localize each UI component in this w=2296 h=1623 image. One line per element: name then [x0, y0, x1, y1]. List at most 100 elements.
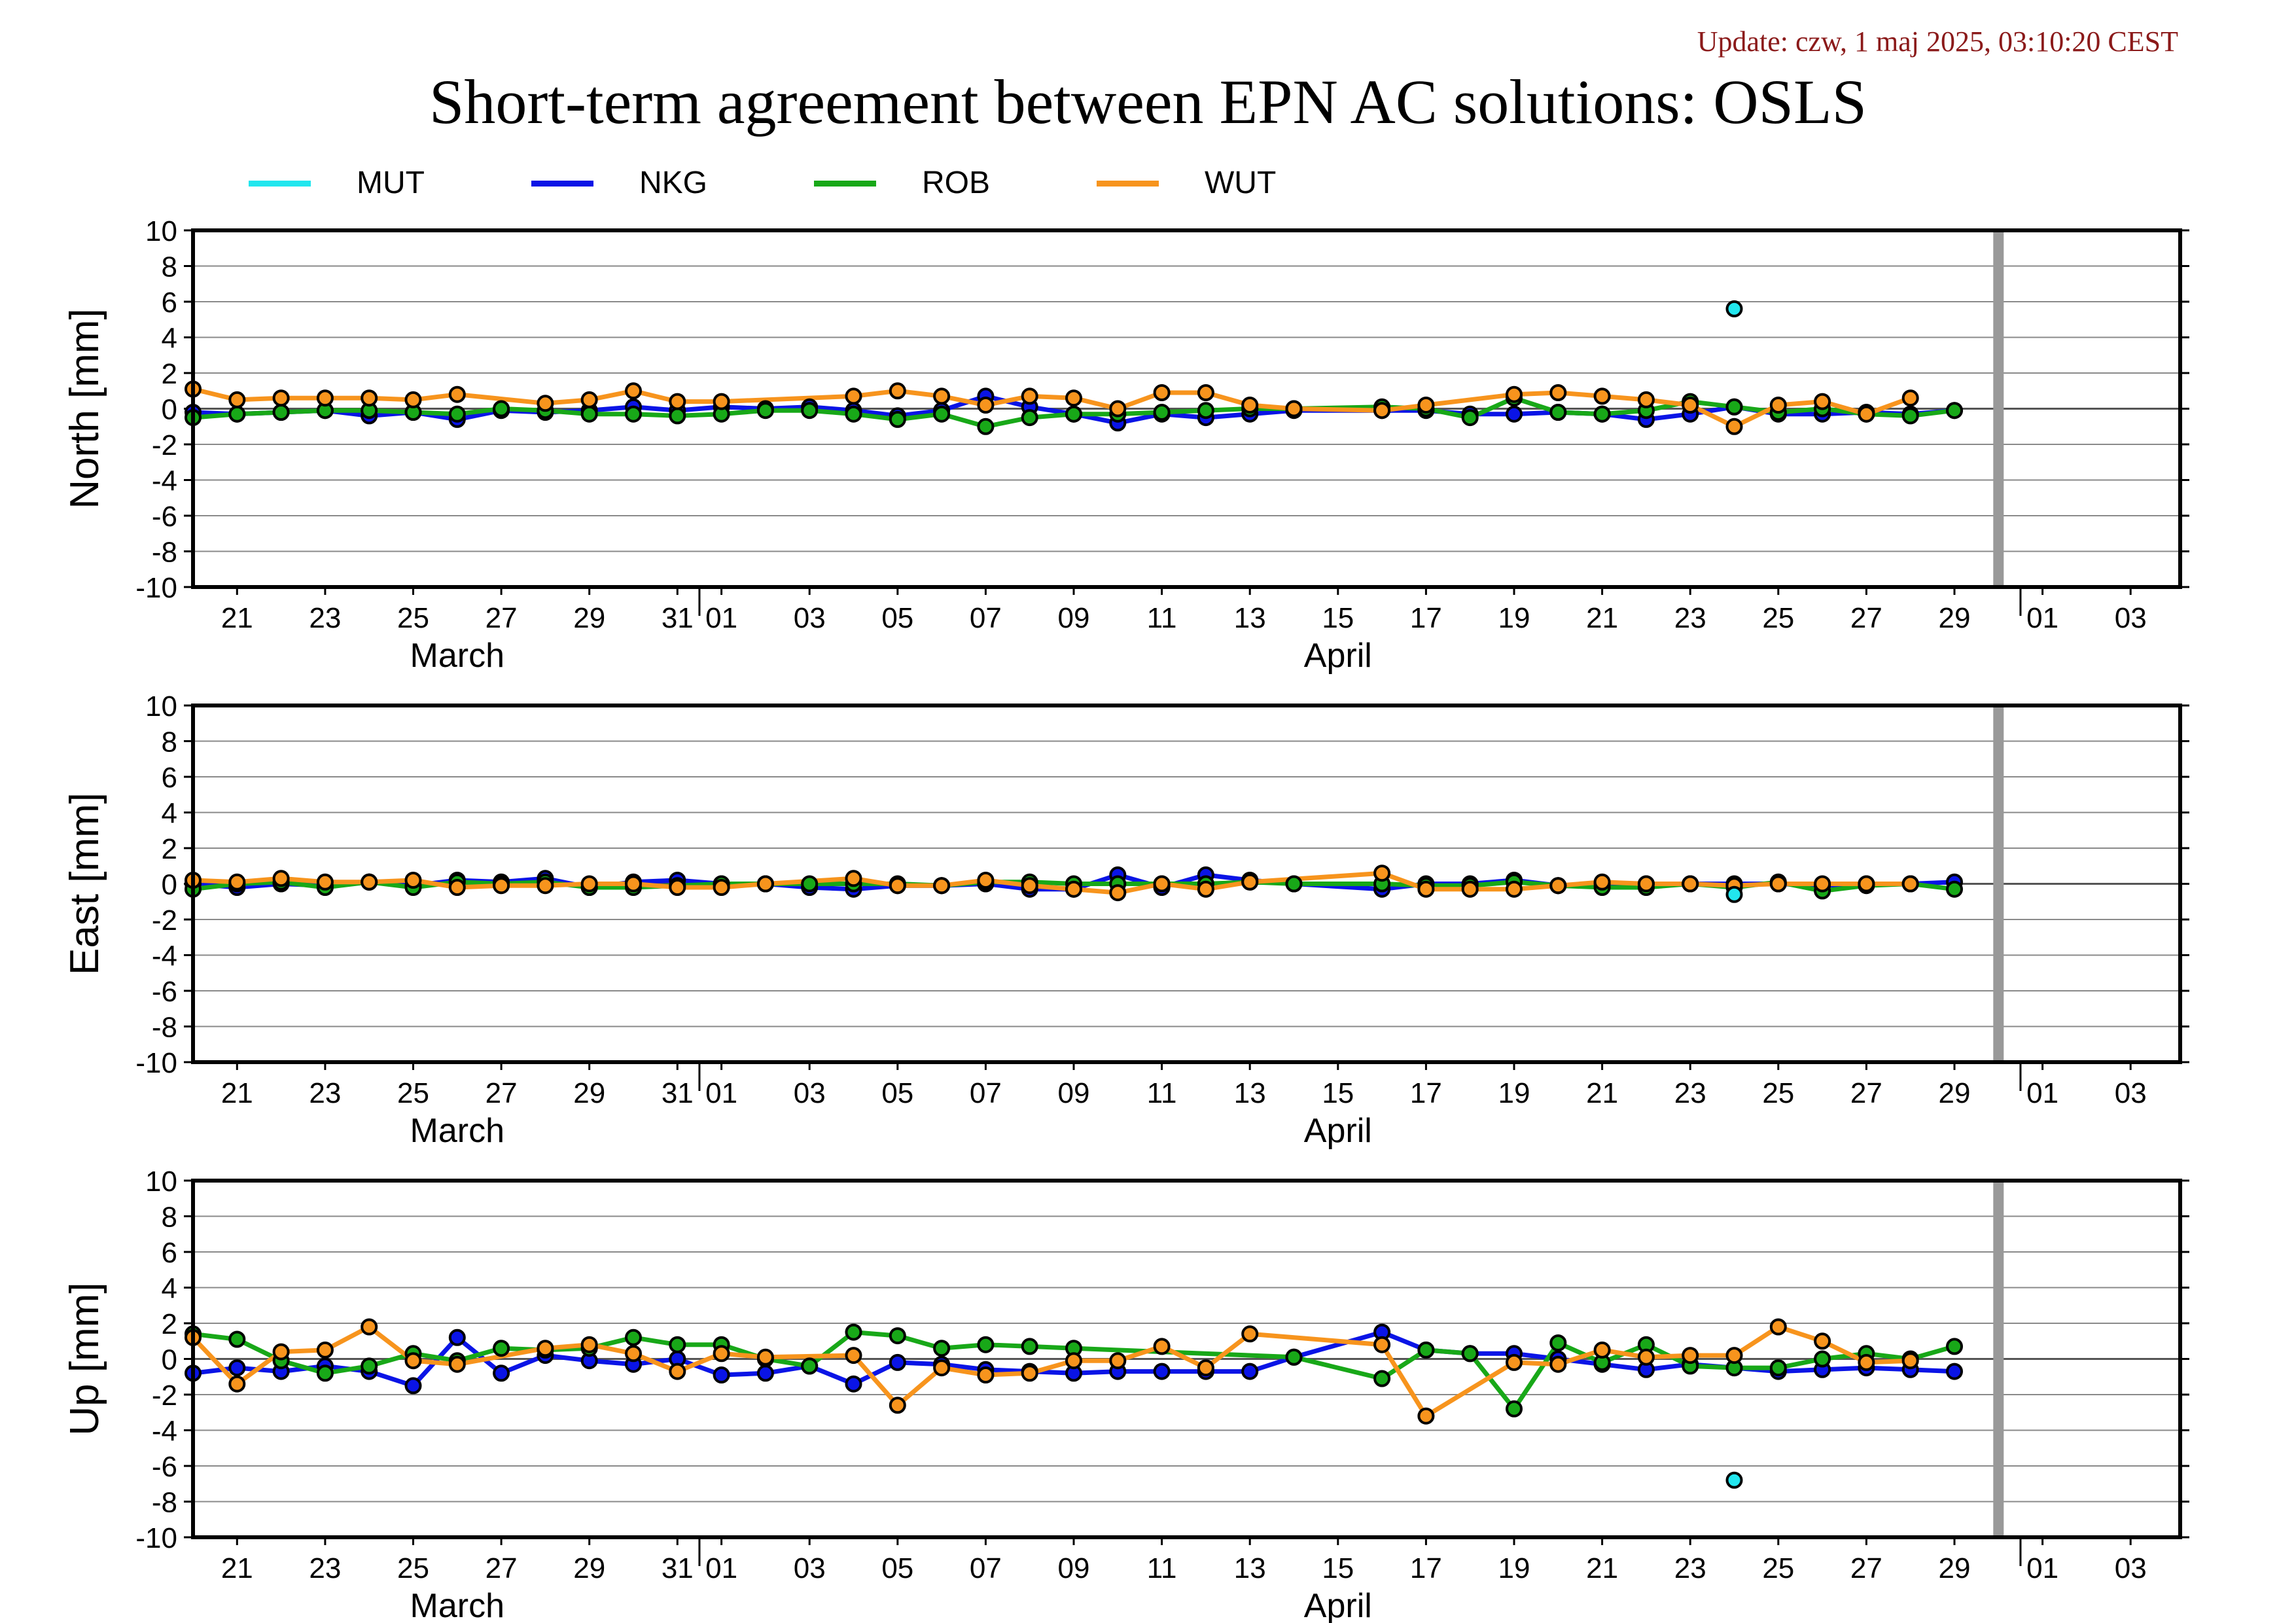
y-axis-label: Up [mm]: [62, 1282, 107, 1435]
point-wut: [845, 387, 862, 405]
point-wut: [625, 875, 642, 893]
point-wut: [845, 870, 862, 887]
point-rob: [845, 1323, 862, 1341]
point-rob: [493, 400, 510, 418]
x-tick-label: 15: [1322, 1077, 1354, 1109]
x-tick-label: 19: [1498, 1552, 1530, 1584]
y-axis-label: East [mm]: [62, 793, 107, 975]
chart-title: Short-term agreement between EPN AC solu…: [429, 67, 1867, 137]
point-wut: [713, 393, 730, 410]
point-wut: [1241, 397, 1259, 414]
y-tick-label: -4: [152, 465, 177, 497]
y-tick-label: 0: [162, 869, 177, 901]
point-wut: [1858, 875, 1875, 893]
point-rob: [756, 402, 774, 419]
y-tick-label: 2: [162, 358, 177, 390]
x-tick-label: 25: [397, 1552, 429, 1584]
y-tick-label: 4: [162, 1273, 177, 1305]
point-nkg: [845, 1375, 862, 1393]
point-wut: [977, 1366, 995, 1383]
point-rob: [669, 1336, 686, 1353]
point-rob: [669, 407, 686, 425]
point-nkg: [889, 1353, 906, 1371]
point-rob: [933, 405, 951, 423]
point-wut: [1549, 384, 1567, 401]
legend-label-mut: MUT: [357, 166, 425, 200]
point-wut: [713, 879, 730, 896]
point-wut: [1021, 387, 1038, 405]
point-wut: [1506, 880, 1523, 898]
point-rob: [1021, 1338, 1038, 1355]
x-tick-label: 17: [1410, 602, 1442, 634]
point-wut: [1506, 385, 1523, 403]
point-wut: [889, 877, 906, 895]
x-tick-label: 29: [1939, 1552, 1971, 1584]
x-tick-label: 09: [1058, 1552, 1090, 1584]
point-wut: [1901, 389, 1919, 407]
point-wut: [756, 1348, 774, 1366]
point-wut: [1417, 880, 1435, 898]
x-tick-label: 25: [1762, 602, 1794, 634]
x-tick-label: 19: [1498, 1077, 1530, 1109]
x-tick-label: 03: [794, 1077, 826, 1109]
x-tick-label: 23: [1674, 1077, 1706, 1109]
x-tick-label: 21: [1586, 602, 1618, 634]
x-tick-label: 15: [1322, 602, 1354, 634]
y-tick-label: 8: [162, 251, 177, 283]
x-tick-label: 27: [1850, 602, 1882, 634]
gray-band: [1993, 705, 2004, 1062]
x-tick-label: 09: [1058, 1077, 1090, 1109]
point-rob: [625, 405, 642, 423]
point-rob: [1461, 1345, 1479, 1363]
point-wut: [448, 1355, 466, 1373]
point-wut: [1858, 1353, 1875, 1371]
point-wut: [228, 391, 246, 408]
y-tick-label: -8: [152, 1487, 177, 1519]
point-rob: [1946, 1338, 1963, 1355]
point-wut: [1153, 875, 1171, 893]
point-rob: [493, 1340, 510, 1357]
y-tick-label: 4: [162, 323, 177, 355]
x-tick-label: 13: [1234, 1552, 1266, 1584]
point-wut: [1506, 1353, 1523, 1371]
y-tick-label: 4: [162, 798, 177, 830]
point-wut: [1814, 393, 1831, 410]
point-wut: [580, 1336, 598, 1353]
legend-swatch-nkg: [531, 181, 593, 187]
point-wut: [669, 393, 686, 410]
panel-north: 10 8 6 42 0-2 -4 -6 -8-10 North [mm] 21 23 25 27 29 31…: [62, 215, 2189, 675]
point-wut: [228, 1375, 246, 1393]
point-rob: [1593, 405, 1611, 423]
point-rob: [1285, 1348, 1303, 1366]
point-rob: [801, 875, 819, 893]
panel-up: 10 86 42 0 -2 -4-6 -8-10 Up [mm] 21 23 25 27 29 31 01 0…: [62, 1166, 2189, 1623]
month-label: March: [410, 1587, 504, 1623]
point-wut: [1593, 387, 1611, 405]
x-tick-label: 21: [221, 1077, 253, 1109]
point-wut: [1065, 1352, 1082, 1370]
y-tick-label: 0: [162, 1344, 177, 1376]
series-line-nkg: [192, 393, 1955, 425]
point-nkg: [1506, 405, 1523, 423]
point-wut: [1153, 1338, 1171, 1355]
x-tick-label: 27: [486, 1552, 518, 1584]
legend-swatch-mut: [249, 181, 311, 187]
x-tick-label: 27: [486, 602, 518, 634]
x-tick-label: 03: [794, 1552, 826, 1584]
point-wut: [889, 382, 906, 400]
point-wut: [669, 879, 686, 896]
x-tick-label: 17: [1410, 1552, 1442, 1584]
point-wut: [1901, 875, 1919, 893]
point-wut: [1725, 418, 1743, 435]
x-tick-label: 19: [1498, 602, 1530, 634]
point-mut: [1725, 885, 1743, 903]
y-tick-label: -2: [152, 429, 177, 461]
point-wut: [1109, 400, 1127, 418]
y-tick-label: -6: [152, 976, 177, 1008]
point-wut: [1858, 405, 1875, 423]
y-tick-label: -4: [152, 940, 177, 972]
point-wut: [669, 1363, 686, 1380]
point-wut: [493, 877, 510, 895]
x-tick-label: 01: [2026, 602, 2058, 634]
